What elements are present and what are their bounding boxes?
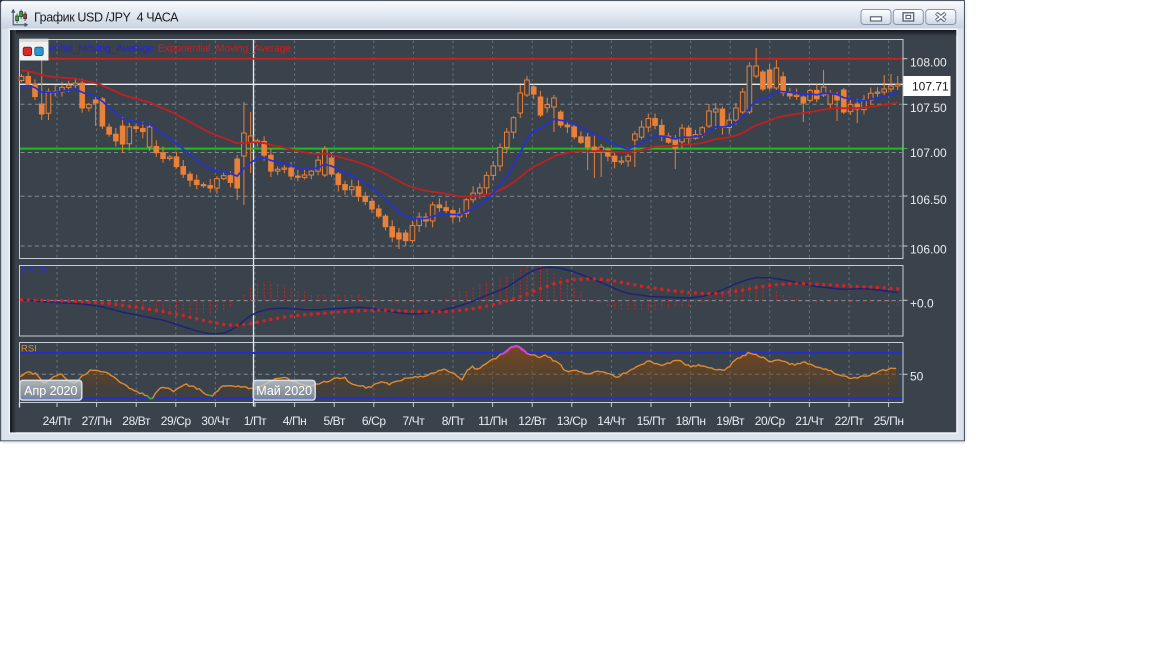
- svg-text:22/Пт: 22/Пт: [835, 414, 865, 428]
- svg-text:11/Пн: 11/Пн: [478, 414, 507, 428]
- svg-text:5/Вт: 5/Вт: [323, 414, 345, 428]
- svg-text:RSI: RSI: [21, 344, 37, 355]
- svg-text:107.71: 107.71: [912, 80, 949, 94]
- svg-text:4/Пн: 4/Пн: [283, 414, 307, 428]
- svg-text:+0.0: +0.0: [910, 296, 934, 310]
- svg-text:106.00: 106.00: [910, 243, 947, 257]
- svg-text:19/Вт: 19/Вт: [716, 414, 745, 428]
- svg-text:25/Пн: 25/Пн: [874, 414, 904, 428]
- svg-text:График USD /JPY 4 ЧАСА: График USD /JPY 4 ЧАСА: [34, 11, 179, 25]
- svg-text:1/Пт: 1/Пт: [244, 414, 267, 428]
- svg-text:ential_Moving_Average: ential_Moving_Average: [49, 43, 154, 55]
- svg-text:30/Чт: 30/Чт: [201, 414, 230, 428]
- svg-text:14/Чт: 14/Чт: [597, 414, 626, 428]
- svg-text:8/Пт: 8/Пт: [442, 414, 465, 428]
- svg-text:12/Вт: 12/Вт: [518, 414, 547, 428]
- svg-text:28/Вт: 28/Вт: [122, 414, 151, 428]
- svg-text:20/Ср: 20/Ср: [755, 414, 786, 428]
- svg-text:Май 2020: Май 2020: [256, 384, 312, 398]
- svg-text:27/Пн: 27/Пн: [82, 414, 112, 428]
- svg-text:13/Ср: 13/Ср: [557, 414, 588, 428]
- svg-text:106.50: 106.50: [910, 193, 947, 207]
- svg-text:15/Пт: 15/Пт: [637, 414, 667, 428]
- svg-text:18/Пн: 18/Пн: [676, 414, 706, 428]
- svg-text:Exponential_Moving_Average: Exponential_Moving_Average: [158, 43, 291, 55]
- svg-text:50: 50: [910, 369, 924, 383]
- svg-text:108.00: 108.00: [910, 55, 947, 69]
- svg-text:MACD: MACD: [21, 265, 48, 275]
- svg-text:24/Пт: 24/Пт: [43, 414, 73, 428]
- svg-text:107.00: 107.00: [910, 146, 947, 160]
- svg-text:7/Чт: 7/Чт: [402, 414, 425, 428]
- svg-text:107.50: 107.50: [910, 101, 947, 115]
- svg-text:Апр 2020: Апр 2020: [24, 384, 77, 398]
- svg-text:21/Чт: 21/Чт: [795, 414, 824, 428]
- svg-text:6/Ср: 6/Ср: [362, 414, 386, 428]
- svg-text:29/Ср: 29/Ср: [161, 414, 192, 428]
